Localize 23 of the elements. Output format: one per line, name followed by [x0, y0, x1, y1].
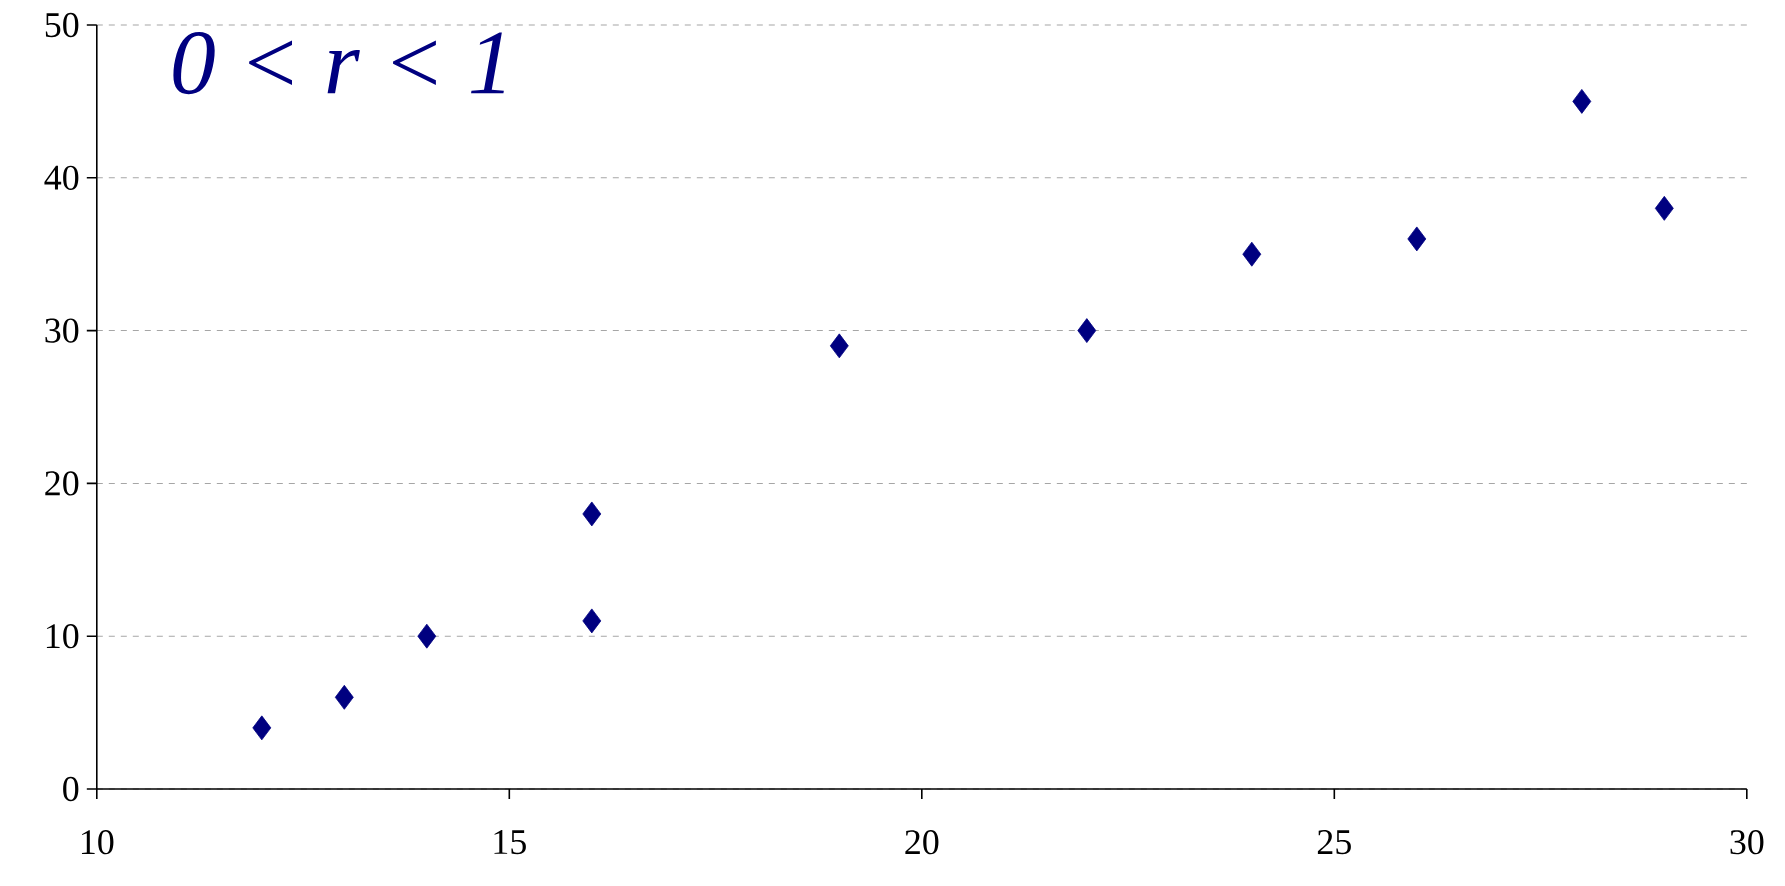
x-tick-label: 25	[1317, 830, 1351, 855]
point	[582, 501, 602, 527]
y-tick-label: 40	[44, 165, 79, 190]
point	[829, 333, 849, 359]
x-tick-label: 30	[1730, 830, 1764, 855]
annotation: 0 < r < 1	[173, 32, 504, 95]
point	[252, 715, 272, 741]
point	[1407, 226, 1427, 252]
point	[1077, 318, 1097, 343]
x-tick-label: 20	[905, 830, 939, 855]
point	[1654, 195, 1674, 221]
point	[417, 623, 437, 649]
x-tick-label: 15	[494, 830, 526, 855]
point	[582, 608, 602, 634]
x-tick-label: 10	[81, 830, 114, 855]
y-tick-label: 30	[45, 318, 79, 343]
y-tick-label: 10	[46, 624, 79, 649]
point	[1242, 241, 1262, 267]
y-tick-label: 0	[63, 776, 79, 802]
point	[1572, 88, 1592, 114]
y-tick-label: 20	[45, 471, 79, 496]
point	[334, 684, 354, 710]
y-tick-label: 50	[45, 12, 79, 38]
